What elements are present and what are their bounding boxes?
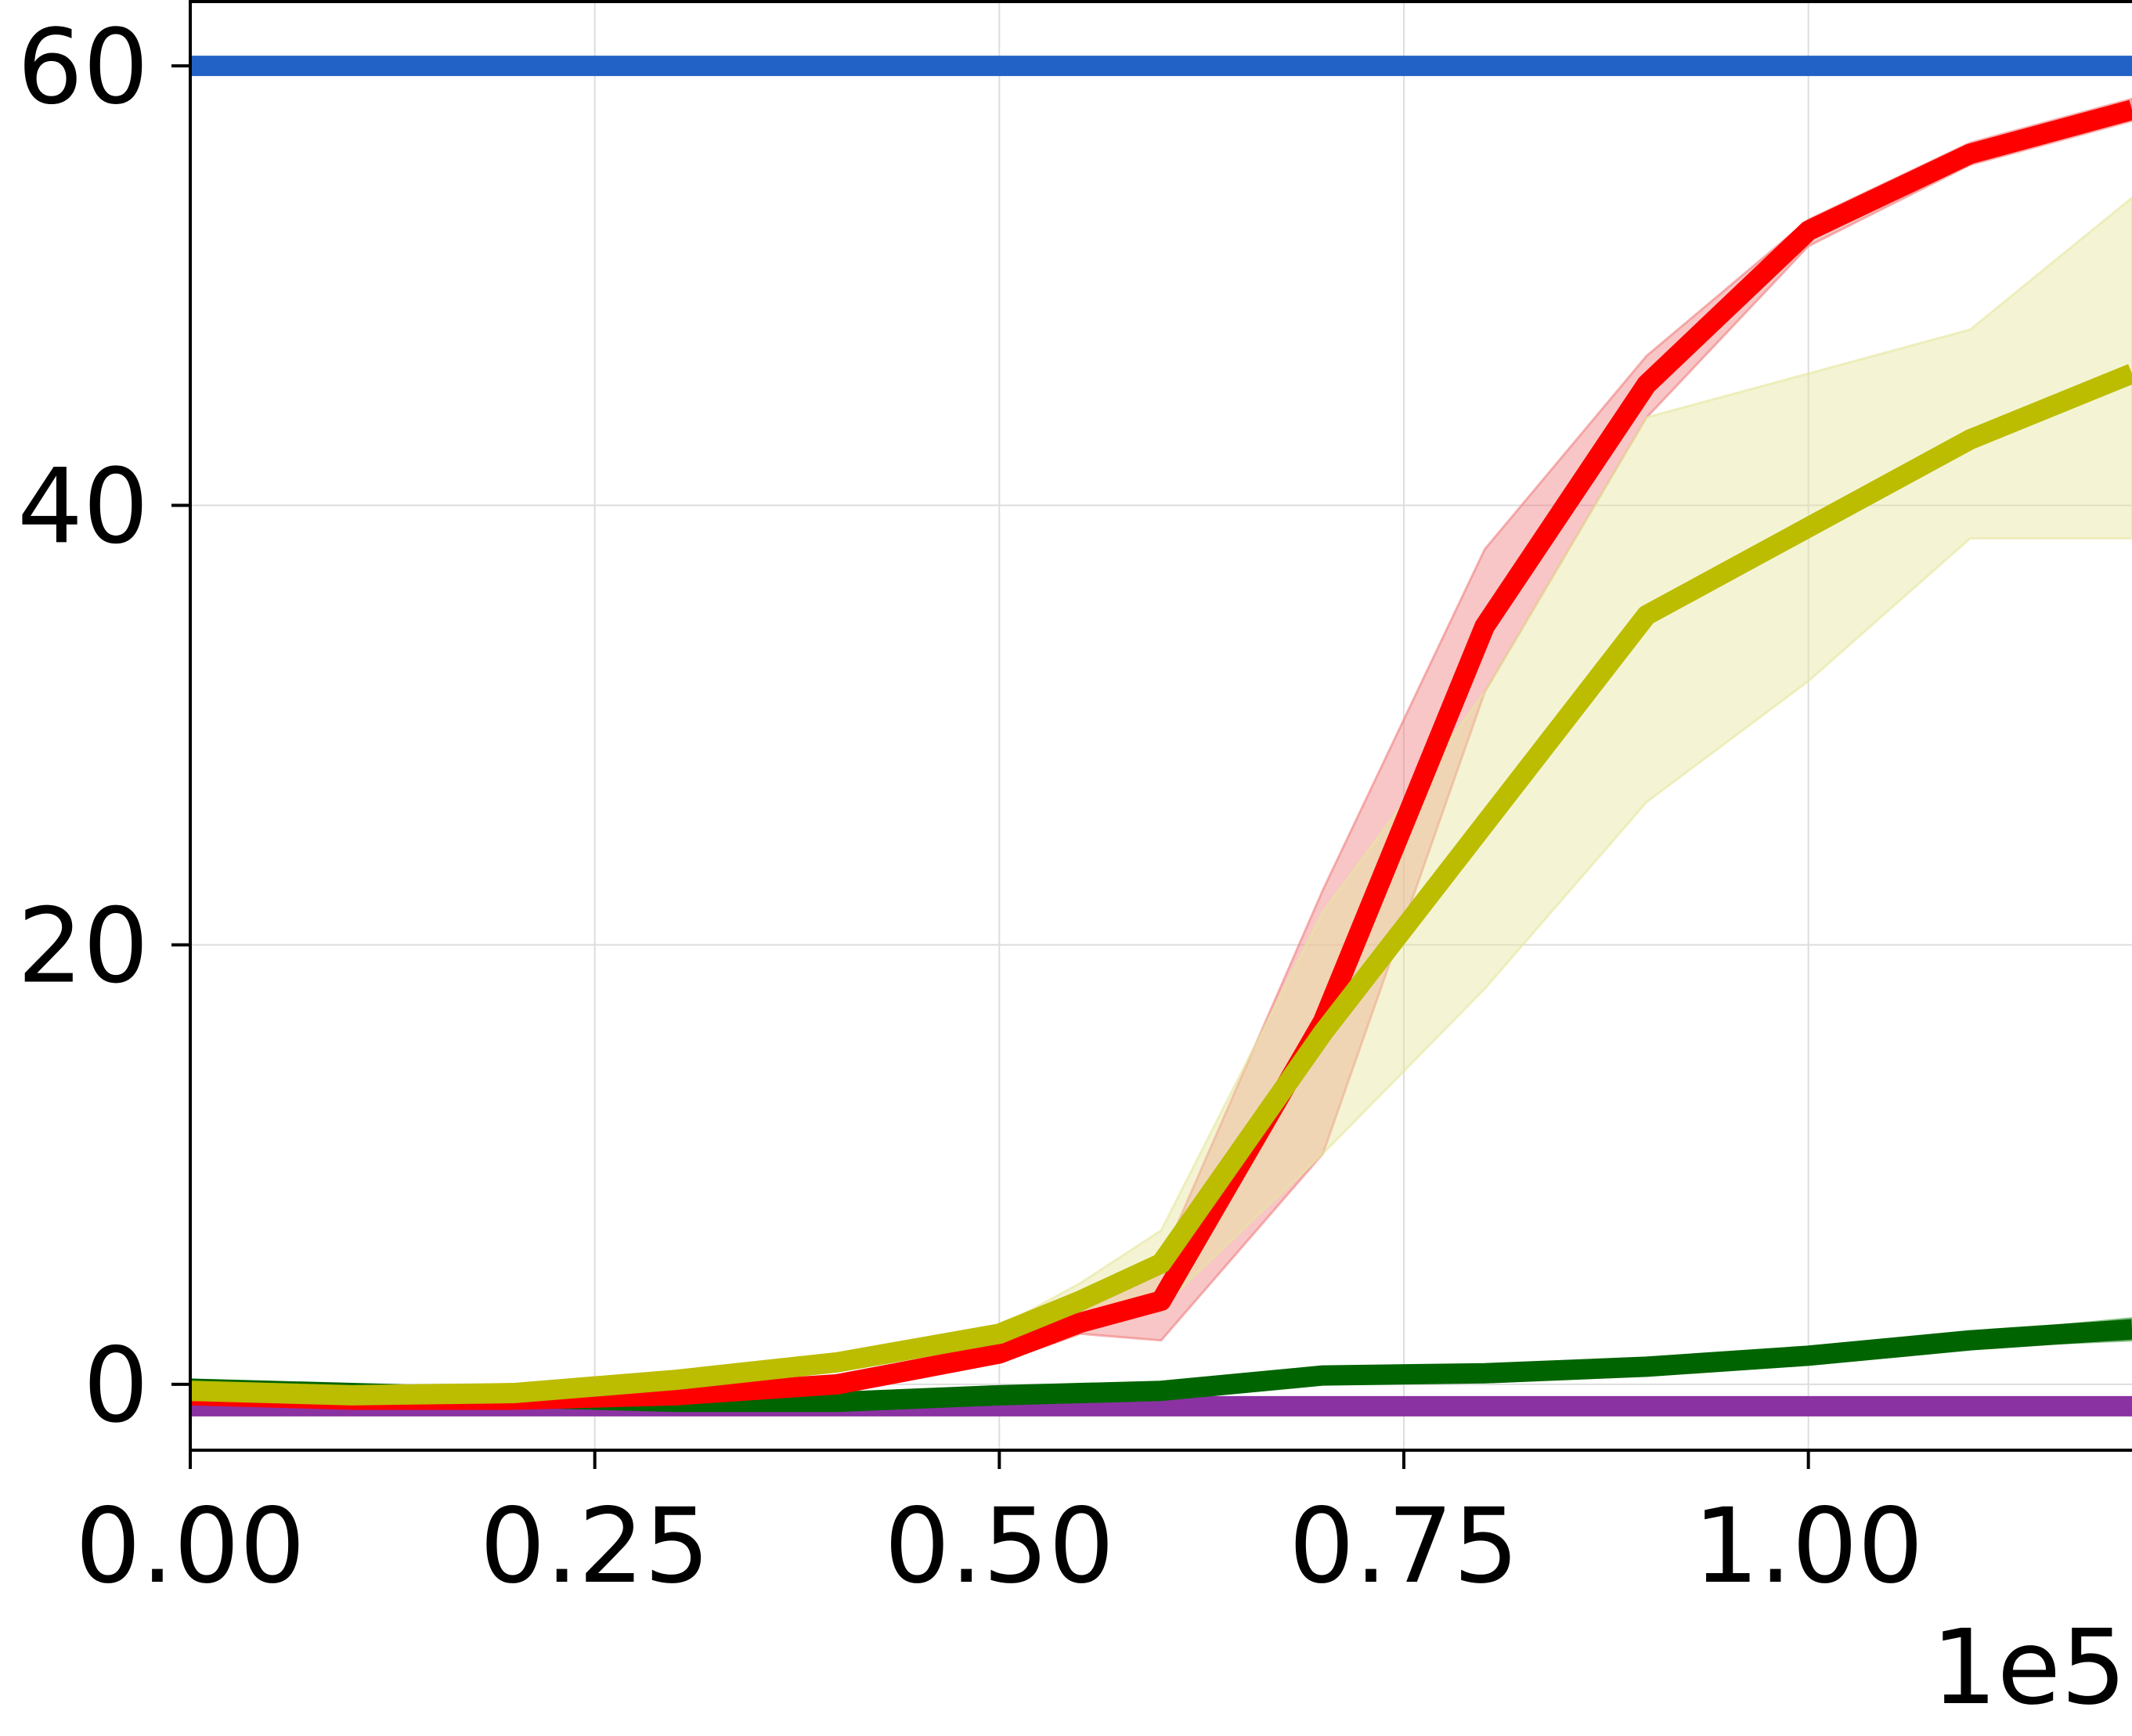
x-tick-label-2: 0.50 [884,1486,1114,1607]
x-tick-label-1: 0.25 [480,1486,710,1607]
series-3-line [189,99,2132,1410]
series-lines [189,56,2132,1417]
axes: 0.00 0.25 0.50 0.75 1.00 0 20 40 60 [17,0,2132,1607]
x-tick-label-4: 1.00 [1694,1486,1924,1607]
y-tick-label-2: 40 [17,446,149,567]
series-4-line [189,363,2132,1406]
x-axis-offset-label: 1e5 [1932,1608,2127,1728]
y-tick-label-1: 20 [17,886,149,1007]
confidence-bands [189,97,2132,1406]
x-tick-label-3: 0.75 [1289,1486,1519,1607]
y-tick-label-3: 60 [17,7,149,128]
x-tick-label-0: 0.00 [75,1486,305,1607]
y-tick-label-0: 0 [83,1326,149,1446]
series-4-band [189,196,2132,1399]
series-3-band [189,97,2132,1403]
